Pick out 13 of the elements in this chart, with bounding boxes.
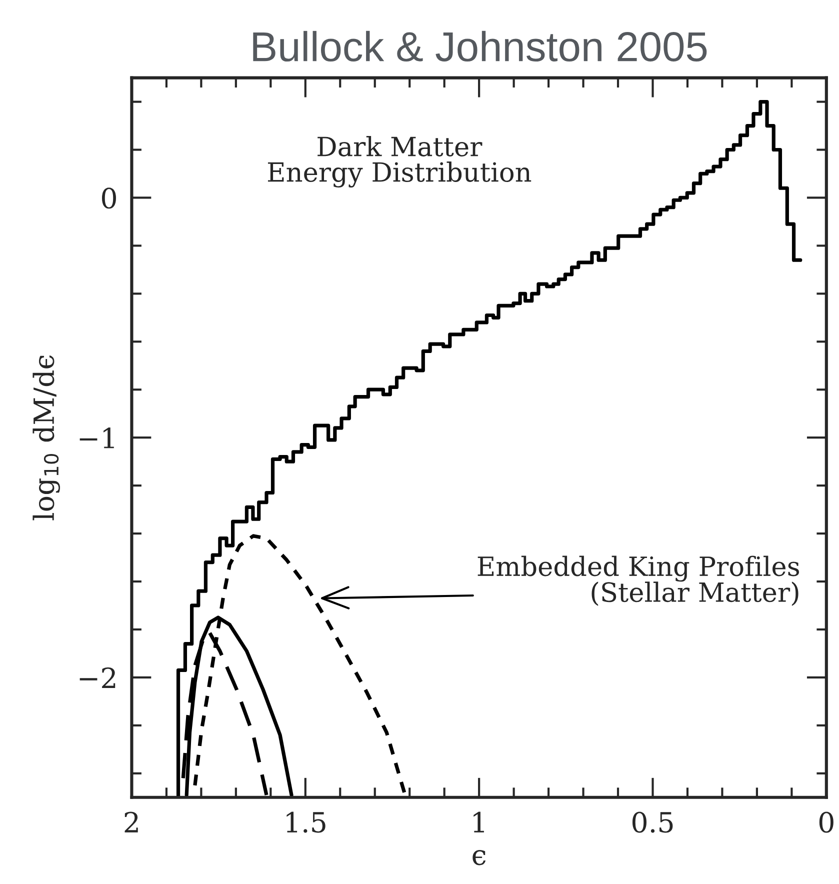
annotation: Dark Matter Energy Distribution	[268, 136, 532, 188]
x-tick-label: 0.5	[632, 812, 673, 833]
annotation: Embedded King Profiles (Stellar Matter)	[478, 556, 800, 606]
x-axis-title: ϵ	[472, 850, 486, 866]
y-axis-title: log$_{10}$ dM/dϵ	[32, 355, 60, 520]
x-tick-label: 1	[474, 812, 484, 832]
y-tick-label: −2	[80, 667, 116, 688]
x-tick-label: 1.5	[286, 812, 326, 833]
y-tick-label: 0	[102, 188, 116, 209]
x-tick-label: 0	[819, 812, 834, 833]
chart-title: Bullock & Johnston 2005	[253, 30, 707, 62]
y-tick-label: −1	[80, 428, 114, 448]
x-tick-label: 2	[124, 812, 138, 832]
